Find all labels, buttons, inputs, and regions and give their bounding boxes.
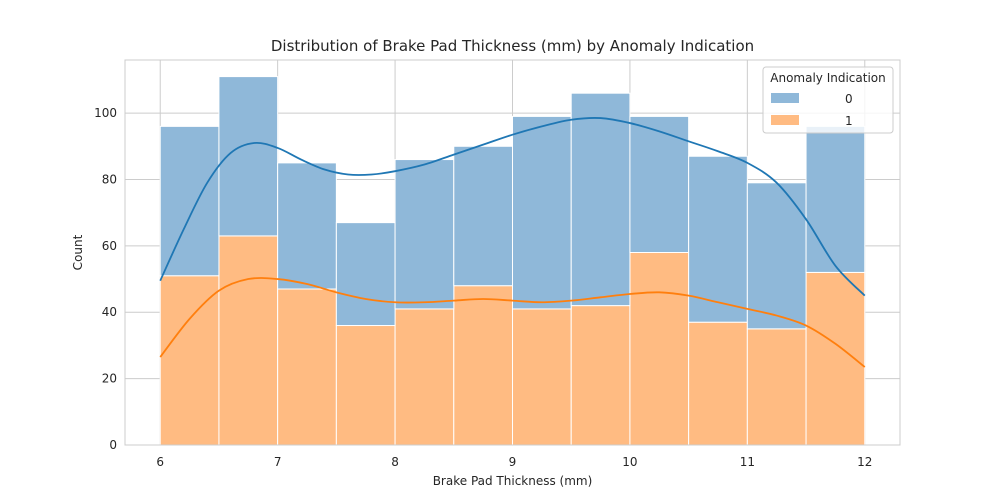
y-axis-label: Count [71, 234, 85, 270]
legend-swatch-0 [771, 93, 799, 103]
bar-series-0-bin-5 [453, 145, 513, 287]
x-tick-label-2: 8 [391, 455, 399, 469]
kde-curves [159, 117, 866, 368]
bar-series-1-bin-1 [218, 235, 279, 446]
x-tick-label-4: 10 [622, 455, 637, 469]
histogram-bars [159, 76, 866, 446]
legend: Anomaly Indication 0 1 [762, 66, 894, 134]
y-tick-label-2: 40 [102, 305, 117, 319]
chart-title: Distribution of Brake Pad Thickness (mm)… [271, 37, 754, 55]
x-tick-label-5: 11 [740, 455, 755, 469]
x-tick-label-6: 12 [857, 455, 872, 469]
bar-series-0-bin-9 [688, 155, 748, 323]
y-axis-ticks: 0 20 40 60 80 100 [94, 106, 117, 452]
bar-series-1-bin-8 [629, 252, 690, 446]
bar-series-0-bin-6 [512, 115, 572, 310]
y-tick-label-4: 80 [102, 172, 117, 186]
x-axis-ticks: 6 7 8 9 10 11 12 [156, 455, 872, 469]
kde-line-series-1 [159, 277, 866, 368]
bar-series-0-bin-2 [277, 162, 337, 290]
kde-line-series-0 [159, 117, 866, 297]
x-tick-label-0: 6 [156, 455, 164, 469]
bar-series-0-bin-8 [629, 115, 690, 254]
y-tick-label-5: 100 [94, 106, 117, 120]
plot-frame [124, 59, 901, 446]
bar-series-1-bin-5 [453, 285, 513, 446]
bar-series-0-bin-7 [570, 92, 631, 307]
bar-series-0-bin-4 [394, 159, 455, 310]
y-tick-label-3: 60 [102, 239, 117, 253]
x-tick-label-3: 9 [509, 455, 517, 469]
y-tick-label-1: 20 [102, 372, 117, 386]
x-axis-label: Brake Pad Thickness (mm) [433, 474, 593, 488]
legend-title: Anomaly Indication [770, 71, 885, 85]
bar-series-1-bin-7 [570, 305, 631, 446]
x-tick-label-1: 7 [274, 455, 282, 469]
legend-swatch-1 [771, 115, 799, 125]
bar-series-1-bin-2 [277, 288, 337, 446]
bar-series-0-bin-11 [805, 125, 866, 273]
bar-series-1-bin-9 [688, 321, 748, 446]
bar-series-1-bin-0 [159, 275, 220, 446]
bar-series-1-bin-6 [512, 308, 572, 446]
bar-series-1-bin-10 [746, 328, 807, 446]
bar-series-0-bin-1 [218, 76, 279, 237]
legend-label-0: 0 [845, 92, 853, 106]
y-tick-label-0: 0 [109, 438, 117, 452]
legend-label-1: 1 [845, 114, 853, 128]
bar-series-0-bin-10 [746, 182, 807, 330]
bar-series-0-bin-0 [159, 125, 220, 277]
bar-series-1-bin-3 [335, 325, 396, 446]
bar-series-1-bin-4 [394, 308, 455, 446]
bar-series-0-bin-3 [335, 222, 396, 327]
